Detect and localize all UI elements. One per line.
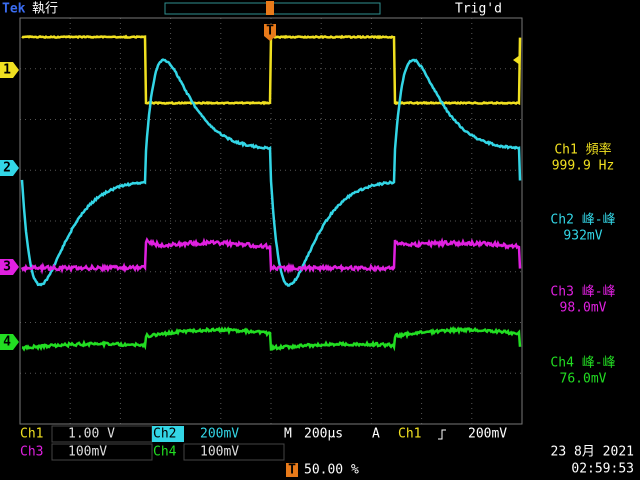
ch4-label: Ch4 [153, 445, 177, 460]
ch1-scale: 1.00 V [68, 427, 115, 442]
measurement-value: 932mV [563, 229, 602, 244]
run-status: 執行 [32, 1, 58, 17]
measurement-label: Ch2 峰-峰 [550, 213, 615, 228]
trigger-mode: A [372, 427, 380, 442]
trigger-state: Trig'd [455, 2, 502, 17]
trigger-marker-label: T [266, 24, 274, 39]
measurement-value: 76.0mV [560, 372, 607, 387]
measurement-value: 999.9 Hz [552, 159, 615, 174]
background [0, 0, 640, 480]
date: 23 8月 2021 [551, 445, 634, 460]
measurement-label: Ch3 峰-峰 [550, 285, 615, 300]
trigger-position-value: 50.00 % [304, 463, 359, 478]
measurement-label: Ch4 峰-峰 [550, 356, 615, 371]
ch3-label: Ch3 [20, 445, 43, 460]
measurement-value: 98.0mV [560, 301, 607, 316]
timebase-value: 200µs [304, 427, 343, 442]
measurement-label: Ch1 頻率 [554, 142, 611, 158]
timebase-label: M [284, 427, 292, 442]
trigger-source: Ch1 [398, 427, 421, 442]
trigger-position-label: T [288, 463, 296, 478]
oscilloscope-screen: Tek 執行 Trig'd T 1 2 3 4 Ch1 頻率999.9 Hz Ch2 峰… [0, 0, 640, 480]
time: 02:59:53 [571, 462, 634, 477]
record-trigger [266, 1, 274, 15]
trigger-level: 200mV [468, 427, 507, 442]
ch2-label: Ch2 [153, 427, 176, 442]
channel-marker-label: 4 [3, 335, 11, 350]
ch2-scale: 200mV [200, 427, 239, 442]
channel-marker-label: 2 [3, 161, 11, 176]
channel-marker-label: 3 [3, 260, 11, 275]
ch1-label: Ch1 [20, 427, 43, 442]
brand: Tek [2, 2, 26, 17]
ch3-scale: 100mV [68, 445, 107, 460]
channel-marker-label: 1 [3, 63, 11, 78]
ch4-scale: 100mV [200, 445, 239, 460]
